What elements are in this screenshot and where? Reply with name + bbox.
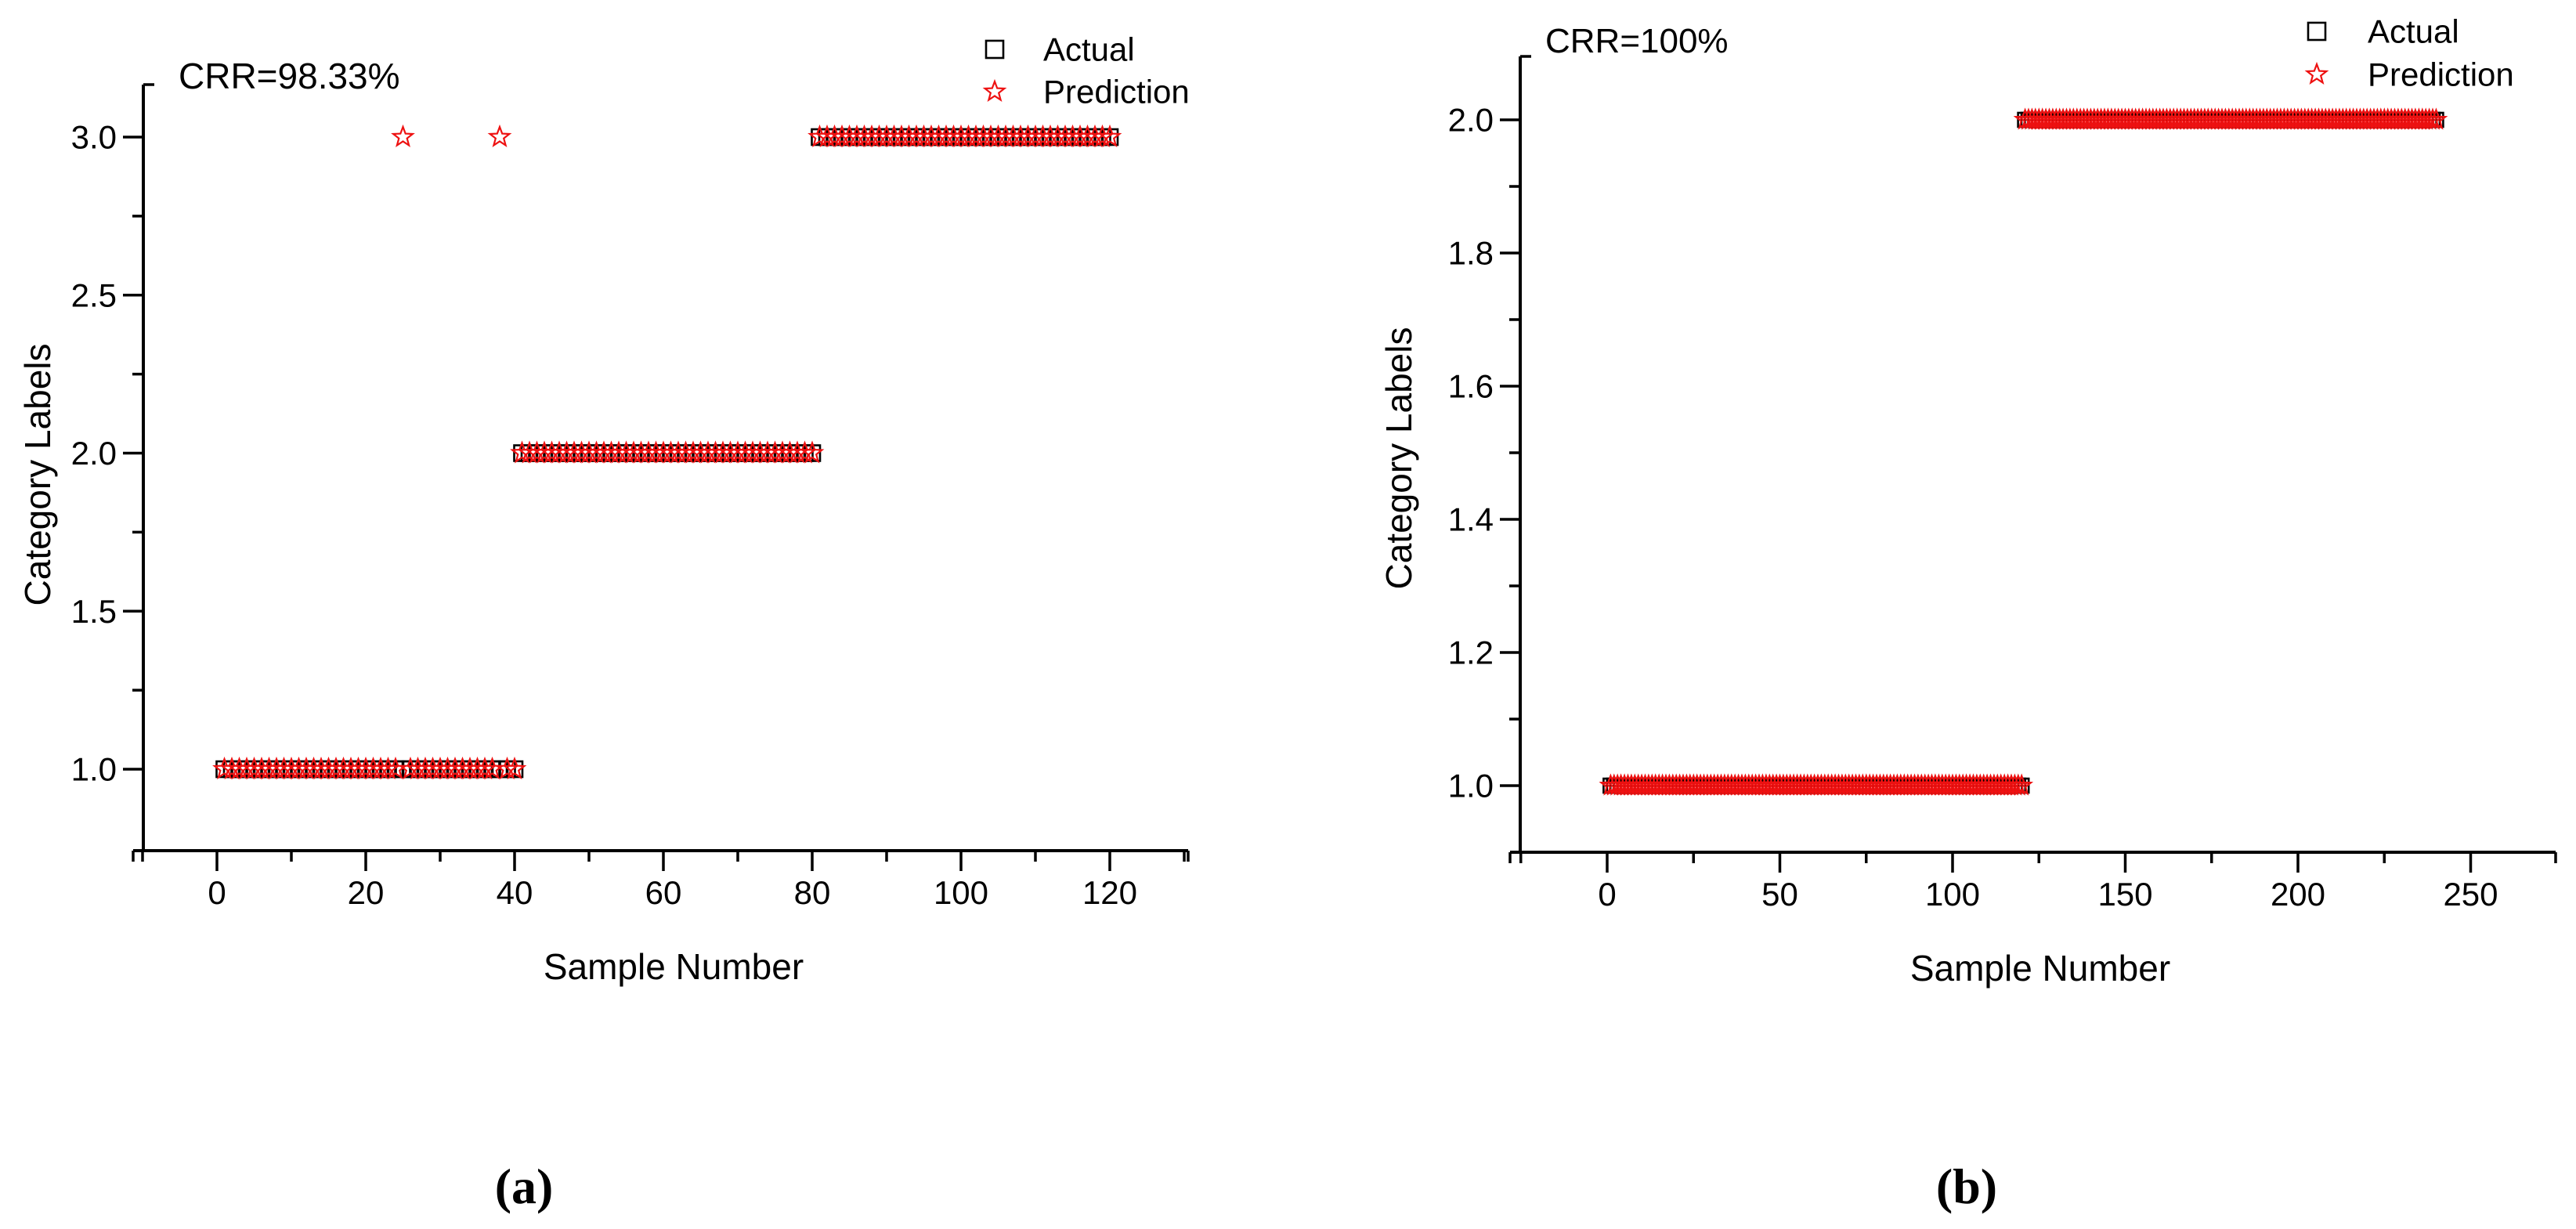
marker-prediction-star <box>2304 61 2329 85</box>
legend-label-actual: Actual <box>2368 13 2459 50</box>
y-tick-label: 2.0 <box>71 435 117 472</box>
legend: Actual Prediction <box>982 31 1190 110</box>
x-tick-label: 150 <box>2097 876 2152 913</box>
marker-prediction-star <box>1097 124 1122 148</box>
marker-prediction-star <box>2010 773 2034 796</box>
y-tick-label: 1.0 <box>1448 768 1494 804</box>
x-tick-label: 40 <box>497 874 533 911</box>
x-tick-label: 0 <box>1598 876 1616 913</box>
x-tick-label: 60 <box>645 874 682 911</box>
x-tick-label: 80 <box>794 874 831 911</box>
x-tick-label: 100 <box>1925 876 1980 913</box>
x-tick-label: 0 <box>208 874 226 911</box>
marker-prediction-star <box>2424 107 2448 130</box>
y-tick-label: 1.4 <box>1448 501 1494 538</box>
y-tick-label: 1.2 <box>1448 634 1494 671</box>
y-tick-label: 1.0 <box>71 751 117 788</box>
legend-label-prediction: Prediction <box>2368 56 2514 93</box>
marker-prediction-star <box>487 124 512 148</box>
y-tick-label: 1.6 <box>1448 368 1494 405</box>
panel-a-caption: (a) <box>494 1159 554 1214</box>
y-tick-label: 2.0 <box>1448 102 1494 139</box>
marker-prediction-star <box>391 124 415 148</box>
series-actual <box>215 128 1119 779</box>
panel-b: 0 50 100 150 200 250 1.0 1.2 1.4 1.6 1.8 2.0 Sample … <box>1378 13 2557 989</box>
panel-b-caption: (b) <box>1935 1159 1998 1214</box>
marker-prediction-star <box>793 440 817 464</box>
marker-actual-square <box>985 39 1005 60</box>
x-tick-label: 250 <box>2443 876 2498 913</box>
y-tick-label: 1.5 <box>71 593 117 630</box>
marker-prediction-star <box>495 756 519 780</box>
crr-annotation: CRR=98.33% <box>179 56 400 96</box>
marker-prediction-star <box>472 756 497 780</box>
legend: Actual Prediction <box>2304 13 2514 93</box>
x-axis-label: Sample Number <box>1910 948 2170 989</box>
y-axis-label: Category Labels <box>1378 327 1419 590</box>
x-tick-label: 200 <box>2271 876 2325 913</box>
marker-prediction-star <box>502 756 527 780</box>
marker-prediction-star <box>982 78 1007 103</box>
x-tick-label: 20 <box>348 874 385 911</box>
marker-actual-square <box>2307 21 2327 42</box>
marker-prediction-star <box>376 756 400 780</box>
panel-a: 0 20 40 60 80 100 120 1.0 1.5 2.0 2.5 3.0 Sample Num… <box>17 31 1190 987</box>
y-tick-label: 3.0 <box>71 119 117 156</box>
marker-prediction-star <box>800 440 825 464</box>
series-actual <box>1602 111 2444 794</box>
legend-label-actual: Actual <box>1043 31 1135 68</box>
series-prediction <box>212 124 1122 780</box>
x-tick-label: 50 <box>1761 876 1798 913</box>
y-tick-label: 2.5 <box>71 277 117 313</box>
crr-annotation: CRR=100% <box>1545 22 1729 60</box>
legend-label-prediction: Prediction <box>1043 74 1190 110</box>
x-tick-label: 120 <box>1082 874 1137 911</box>
series-prediction <box>1599 107 2448 796</box>
x-tick-label: 100 <box>934 874 988 911</box>
y-tick-label: 1.8 <box>1448 235 1494 272</box>
marker-prediction-star <box>1090 124 1115 148</box>
x-axis-label: Sample Number <box>544 946 804 987</box>
y-axis-label: Category Labels <box>17 344 58 606</box>
